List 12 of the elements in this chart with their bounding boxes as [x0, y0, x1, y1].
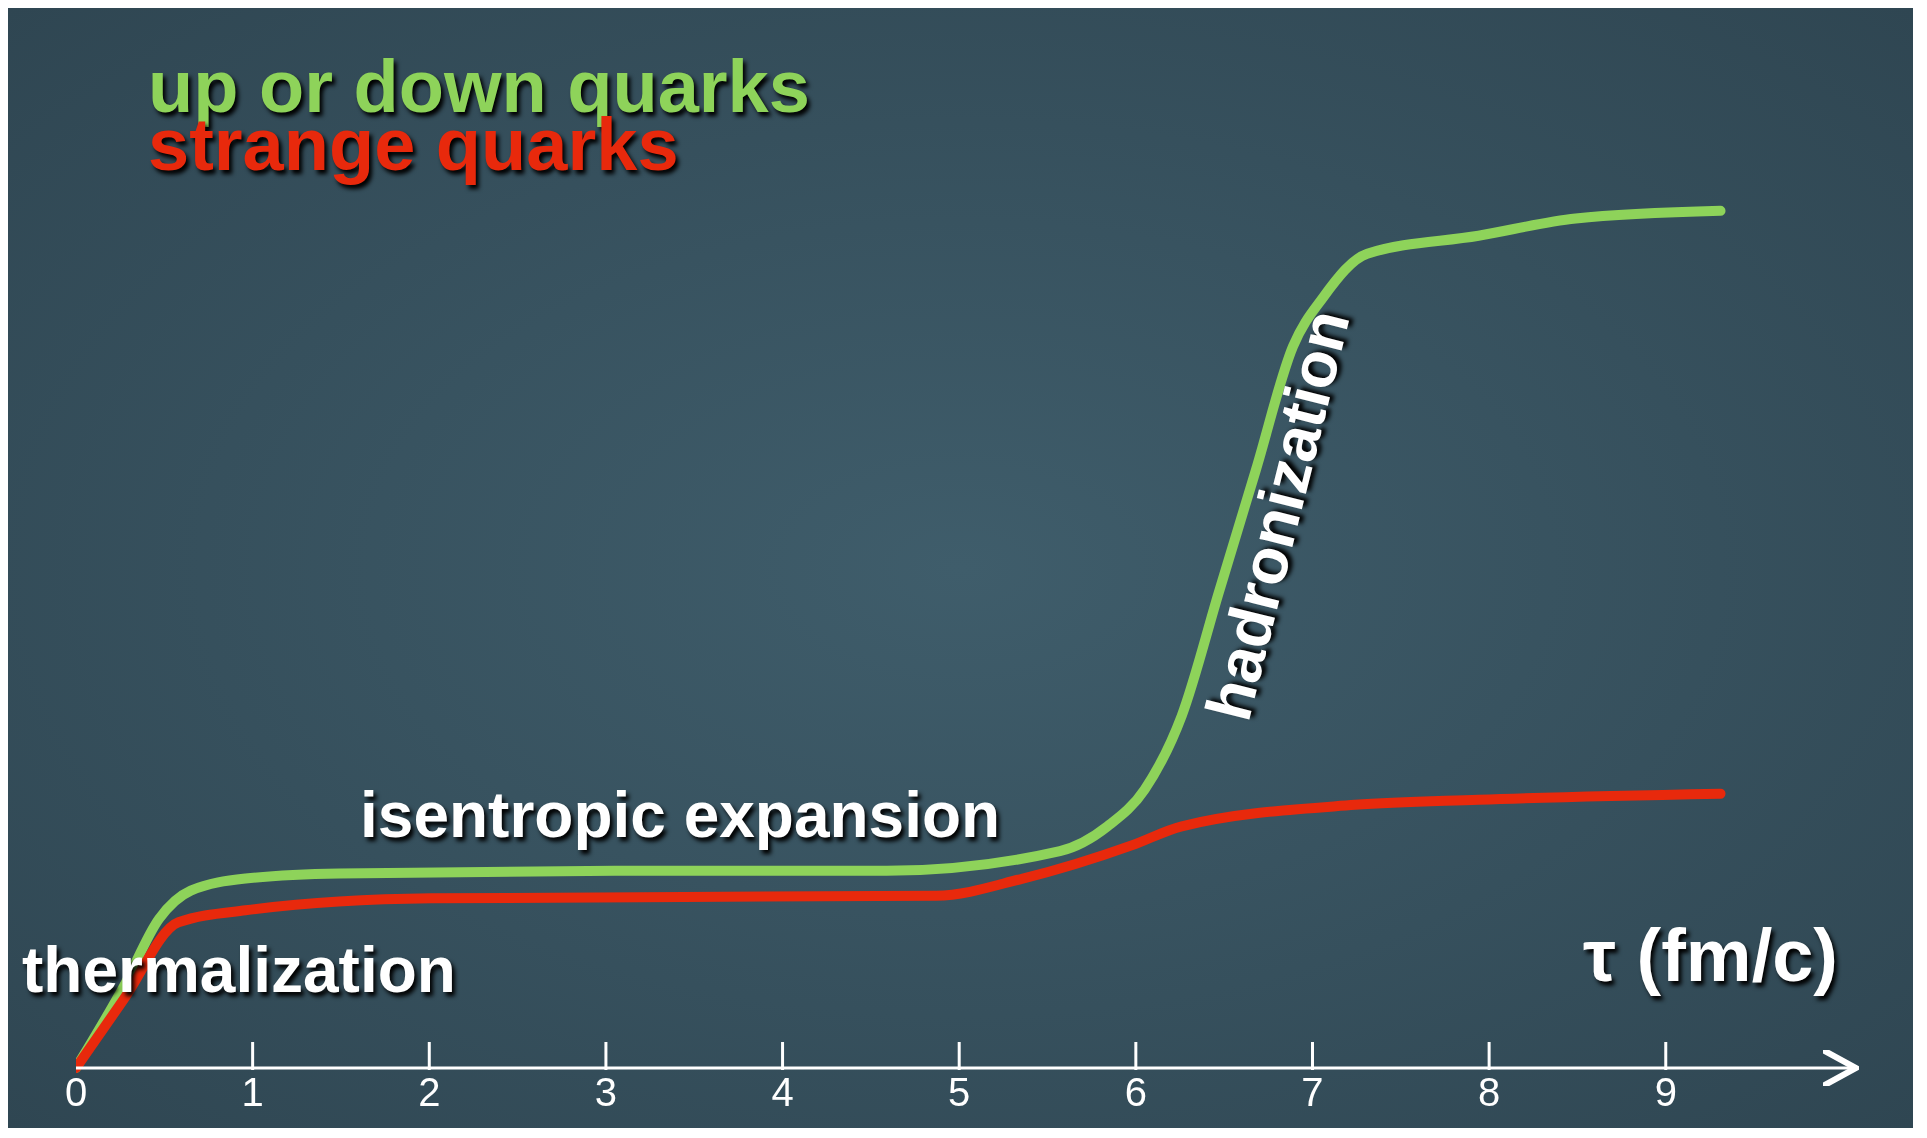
x-tick-label: 5 [948, 1070, 971, 1114]
x-tick-label: 0 [64, 1070, 88, 1114]
x-tick-label: 1 [241, 1070, 264, 1114]
x-axis-title: τ (fm/c) [1582, 913, 1838, 998]
x-tick-label: 3 [594, 1070, 618, 1114]
x-tick-label: 4 [771, 1070, 794, 1114]
x-tick-label: 2 [418, 1070, 441, 1114]
x-tick-label: 7 [1301, 1070, 1324, 1114]
x-tick-label: 8 [1478, 1070, 1501, 1114]
x-tick-label: 9 [1654, 1070, 1677, 1114]
x-tick-label: 6 [1124, 1070, 1147, 1114]
annotation: isentropic expansion [360, 778, 1001, 852]
